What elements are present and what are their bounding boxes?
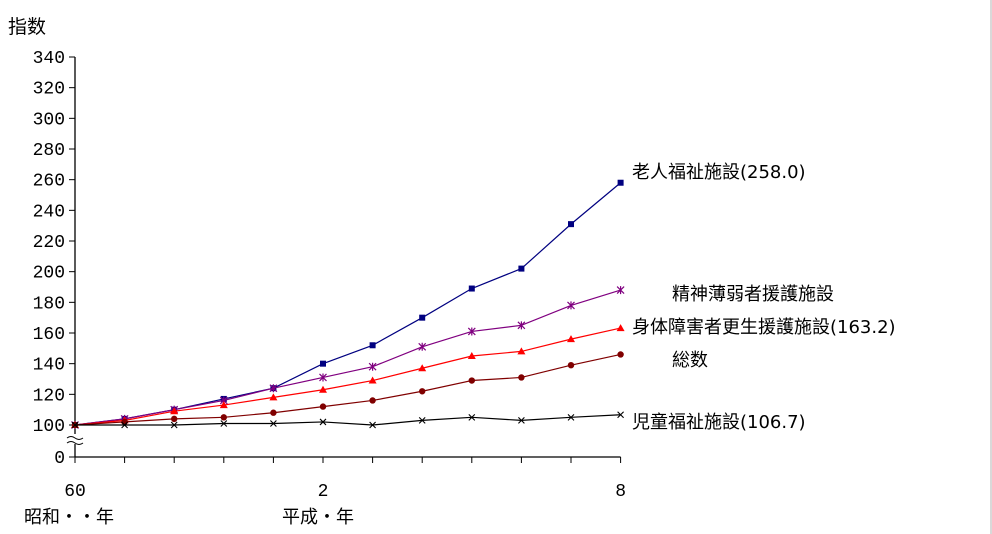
data-point — [467, 352, 476, 359]
series-0 — [72, 179, 624, 428]
data-point — [319, 418, 327, 426]
series-line — [74, 327, 621, 426]
y-tick-label: 100 — [33, 417, 65, 437]
series-line — [74, 182, 621, 426]
x-era-label-heisei: 平成・年 — [282, 507, 354, 528]
y-tick-label: 240 — [33, 202, 65, 222]
y-tick-label: 200 — [33, 264, 65, 284]
data-point — [319, 373, 327, 382]
y-tick-label: 260 — [33, 172, 65, 192]
data-point — [567, 301, 575, 310]
data-point — [170, 407, 179, 415]
series-2 — [71, 324, 625, 428]
data-point — [419, 388, 426, 395]
data-point — [121, 418, 128, 426]
data-point — [617, 179, 624, 186]
data-point — [468, 285, 475, 292]
label-series-1: 精神薄弱者援護施設 — [672, 284, 834, 305]
data-point — [617, 411, 624, 419]
data-point — [121, 421, 128, 429]
y-tick-label: 280 — [33, 141, 65, 161]
data-point — [171, 415, 178, 423]
y-tick-label: 140 — [33, 356, 65, 376]
data-point — [517, 321, 526, 330]
series-4 — [71, 411, 624, 429]
data-point — [418, 364, 427, 372]
data-point — [518, 374, 525, 381]
x-tick-label: 8 — [615, 482, 626, 502]
data-point — [419, 314, 426, 321]
x-ticks: 60 2 8 — [64, 457, 626, 502]
data-point — [616, 286, 625, 295]
series-labels: 老人福祉施設(258.0) 精神薄弱者援護施設 身体障害者更生援護施設(163.… — [632, 162, 896, 433]
data-point — [567, 362, 575, 369]
data-point — [71, 421, 79, 429]
data-point — [567, 413, 575, 421]
x-tick-label: 60 — [64, 482, 86, 502]
y-tick-label: 0 — [54, 449, 65, 469]
data-point — [269, 384, 278, 393]
data-point — [418, 342, 427, 351]
y-axis-label: 指数 — [8, 16, 46, 38]
series-line — [75, 414, 621, 426]
data-point — [368, 362, 377, 371]
series-1 — [71, 286, 625, 429]
data-point — [616, 324, 625, 332]
frame-edge — [990, 0, 992, 534]
y-tick-label: 120 — [33, 386, 65, 406]
data-point — [467, 327, 476, 336]
y-tick-label: 180 — [33, 294, 65, 314]
label-series-4: 児童福祉施設(106.7) — [632, 412, 806, 433]
data-point — [518, 417, 525, 424]
data-point — [270, 420, 277, 427]
label-series-3: 総数 — [672, 350, 708, 371]
y-tick-label: 340 — [33, 49, 65, 69]
label-series-0: 老人福祉施設(258.0) — [632, 162, 806, 183]
x-era-label-showa: 昭和・・年 — [24, 507, 114, 528]
y-tick-label: 160 — [33, 325, 65, 345]
data-point — [269, 393, 278, 401]
data-point — [270, 409, 277, 416]
axis-break-mark — [66, 434, 84, 445]
label-series-2: 身体障害者更生援護施設(163.2) — [632, 317, 896, 338]
y-ticks: 0 100 120 140 160 180 200 220 240 260 280 300 320 340 — [33, 49, 75, 469]
data-point — [468, 413, 476, 421]
y-tick-label: 220 — [33, 233, 65, 253]
data-point — [369, 342, 376, 349]
data-point — [368, 376, 377, 384]
data-point — [517, 347, 526, 355]
data-point — [319, 385, 327, 393]
data-point — [518, 265, 525, 272]
data-point — [418, 417, 426, 424]
series-3 — [71, 351, 624, 429]
y-tick-label: 300 — [33, 110, 65, 130]
data-point — [219, 401, 228, 409]
data-point — [319, 403, 327, 410]
x-tick-label: 2 — [318, 482, 329, 502]
data-point — [617, 351, 624, 358]
data-point — [320, 360, 326, 367]
data-point — [468, 377, 475, 384]
series-line — [74, 289, 621, 426]
y-tick-label: 320 — [33, 80, 65, 100]
data-point — [568, 221, 574, 228]
series-line — [74, 353, 621, 426]
data-point — [369, 397, 376, 404]
axes — [66, 57, 621, 458]
data-point — [170, 421, 178, 429]
data-point — [220, 420, 228, 427]
data-point — [369, 421, 376, 429]
data-point — [567, 335, 575, 343]
data-point — [220, 414, 227, 421]
series-group — [71, 179, 625, 429]
